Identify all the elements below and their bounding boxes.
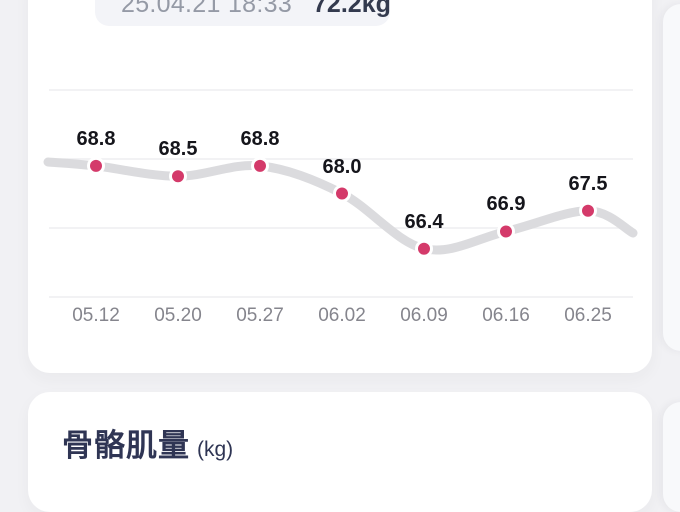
measurement-datetime: 25.04.21 18:33: [121, 0, 293, 18]
data-point[interactable]: [251, 156, 269, 175]
next-muscle-card-peek[interactable]: [663, 402, 680, 512]
next-weight-card-peek[interactable]: [663, 4, 680, 351]
data-point[interactable]: [415, 239, 433, 258]
muscle-card-title-row: 骨骼肌量 (kg): [62, 420, 233, 465]
data-point[interactable]: [169, 167, 187, 186]
data-point[interactable]: [497, 222, 515, 241]
measurement-value: 72.2kg: [313, 0, 391, 18]
muscle-mass-card[interactable]: 骨骼肌量 (kg): [28, 392, 652, 512]
data-point[interactable]: [333, 184, 351, 203]
data-point[interactable]: [579, 201, 597, 220]
measurement-badge[interactable]: 25.04.21 18:33 72.2kg: [95, 0, 391, 26]
muscle-card-unit: (kg): [197, 438, 234, 461]
data-point[interactable]: [87, 156, 105, 175]
muscle-card-title: 骨骼肌量: [62, 428, 190, 463]
